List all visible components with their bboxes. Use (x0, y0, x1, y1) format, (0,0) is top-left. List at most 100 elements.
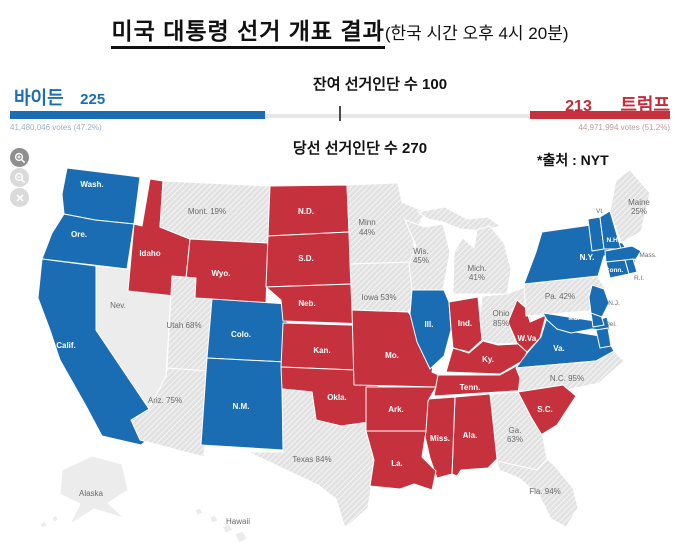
zoom-in-icon (14, 152, 26, 164)
close-icon (15, 193, 25, 203)
state-hawaii[interactable] (221, 523, 234, 534)
label-washington: Wash. (80, 180, 103, 189)
alaska-islands (39, 520, 48, 529)
remaining-electors-label: 잔여 선거인단 수 100 (312, 76, 448, 93)
electoral-bar-trump (530, 111, 670, 119)
state-massachusetts[interactable] (604, 245, 642, 263)
state-north-carolina[interactable] (515, 350, 625, 395)
label-minnesota-pct: 44% (359, 228, 375, 237)
label-hawaii: Hawaii (226, 517, 250, 526)
state-hawaii[interactable] (194, 507, 204, 516)
label-rhode-island: R.I. (634, 275, 644, 282)
label-mississippi: Miss. (430, 434, 450, 443)
label-oregon: Ore. (71, 230, 87, 239)
label-maine-pct: 25% (631, 207, 647, 216)
label-iowa: Iowa 53% (361, 293, 396, 302)
page-title: 미국 대통령 선거 개표 결과(한국 시간 오후 4시 20분) (0, 12, 680, 49)
label-missouri: Mo. (385, 351, 399, 360)
map-reset-button[interactable] (10, 188, 29, 207)
state-hawaii[interactable] (209, 514, 219, 524)
trump-popular-votes: 44,971,994 votes (51.2%) (578, 123, 670, 132)
label-wisconsin-pct: 45% (413, 256, 429, 265)
label-north-dakota: N.D. (298, 207, 314, 216)
label-kentucky: Ky. (482, 355, 494, 364)
label-vermont: Vt. (596, 208, 604, 215)
biden-name: 바이든 (14, 88, 64, 108)
label-florida: Fla. 94% (529, 487, 561, 496)
state-florida[interactable] (496, 458, 579, 528)
label-wyoming: Wyo. (212, 269, 231, 278)
votes-to-win-label: 당선 선거인단 수 270 (292, 140, 428, 157)
label-kansas: Kan. (313, 346, 330, 355)
label-minnesota: Minn (358, 218, 375, 227)
title-main: 미국 대통령 선거 개표 결과 (111, 18, 385, 49)
zoom-out-button[interactable] (10, 168, 29, 187)
label-south-carolina: S.C. (537, 405, 553, 414)
label-delaware: Del. (605, 321, 617, 328)
label-south-dakota: S.D. (298, 254, 314, 263)
label-west-virginia: W.Va. (518, 334, 539, 343)
state-kentucky[interactable] (445, 336, 533, 375)
label-montana: Mont. 19% (188, 207, 226, 216)
label-colorado: Colo. (231, 330, 251, 339)
label-nevada: Nev. (110, 301, 126, 310)
label-alabama: Ala. (463, 431, 478, 440)
label-michigan: Mich. (467, 264, 486, 273)
label-wisconsin: Wis. (413, 247, 429, 256)
label-arizona: Ariz. 75% (148, 396, 182, 405)
state-alaska[interactable] (59, 455, 129, 525)
label-oklahoma: Okla. (327, 393, 347, 402)
label-indiana: Ind. (458, 319, 472, 328)
label-georgia: Ga. (509, 426, 522, 435)
trump-score: 213 트럼프 (565, 91, 670, 117)
label-alaska: Alaska (79, 489, 104, 498)
label-new-jersey: N.J. (608, 300, 620, 307)
label-maryland: Md. (568, 315, 579, 322)
label-connecticut: Conn. (605, 267, 624, 274)
state-delmarva[interactable] (595, 327, 612, 349)
state-rhode-island[interactable] (624, 258, 638, 275)
electoral-bar-270-marker (339, 106, 341, 121)
state-louisiana[interactable] (365, 430, 437, 491)
label-maine: Maine (628, 198, 650, 207)
state-indiana[interactable] (448, 296, 483, 353)
trump-electoral-votes: 213 (565, 98, 592, 115)
label-tennessee: Tenn. (460, 383, 481, 392)
state-illinois[interactable] (409, 289, 452, 370)
label-louisiana: La. (391, 459, 403, 468)
label-new-mexico: N.M. (233, 402, 250, 411)
zoom-out-icon (14, 172, 26, 184)
trump-name: 트럼프 (620, 95, 670, 115)
biden-score: 바이든 225 (14, 84, 105, 110)
label-nebraska: Neb. (298, 299, 315, 308)
label-idaho: Idaho (139, 249, 160, 258)
state-new-jersey[interactable] (588, 284, 610, 318)
source-note: *출처 : NYT (537, 152, 609, 168)
state-hawaii[interactable] (234, 530, 248, 544)
state-arkansas[interactable] (365, 386, 437, 432)
label-illinois: Ill. (425, 320, 434, 329)
state-michigan[interactable] (452, 225, 512, 295)
label-north-carolina: N.C. 95% (550, 374, 584, 383)
title-time-note: (한국 시간 오후 4시 20분) (384, 24, 569, 43)
electoral-bar-biden (10, 111, 265, 119)
label-texas: Texas 84% (292, 455, 331, 464)
label-california: Calif. (56, 341, 76, 350)
label-ohio: Ohio (493, 309, 510, 318)
label-new-york: N.Y. (580, 253, 595, 262)
label-pennsylvania: Pa. 42% (545, 292, 575, 301)
biden-popular-votes: 41,480,046 votes (47.2%) (10, 123, 102, 132)
label-michigan-pct: 41% (469, 273, 485, 282)
zoom-in-button[interactable] (10, 148, 29, 167)
state-maine[interactable] (609, 169, 651, 244)
label-massachusetts: Mass. (639, 252, 657, 259)
state-alabama[interactable] (451, 393, 498, 477)
label-new-hampshire: N.H. (607, 237, 620, 244)
label-ohio-pct: 85% (493, 319, 509, 328)
alaska-islands (51, 514, 59, 523)
label-georgia-pct: 63% (507, 435, 523, 444)
label-virginia: Va. (553, 344, 565, 353)
label-arkansas: Ark. (388, 405, 404, 414)
